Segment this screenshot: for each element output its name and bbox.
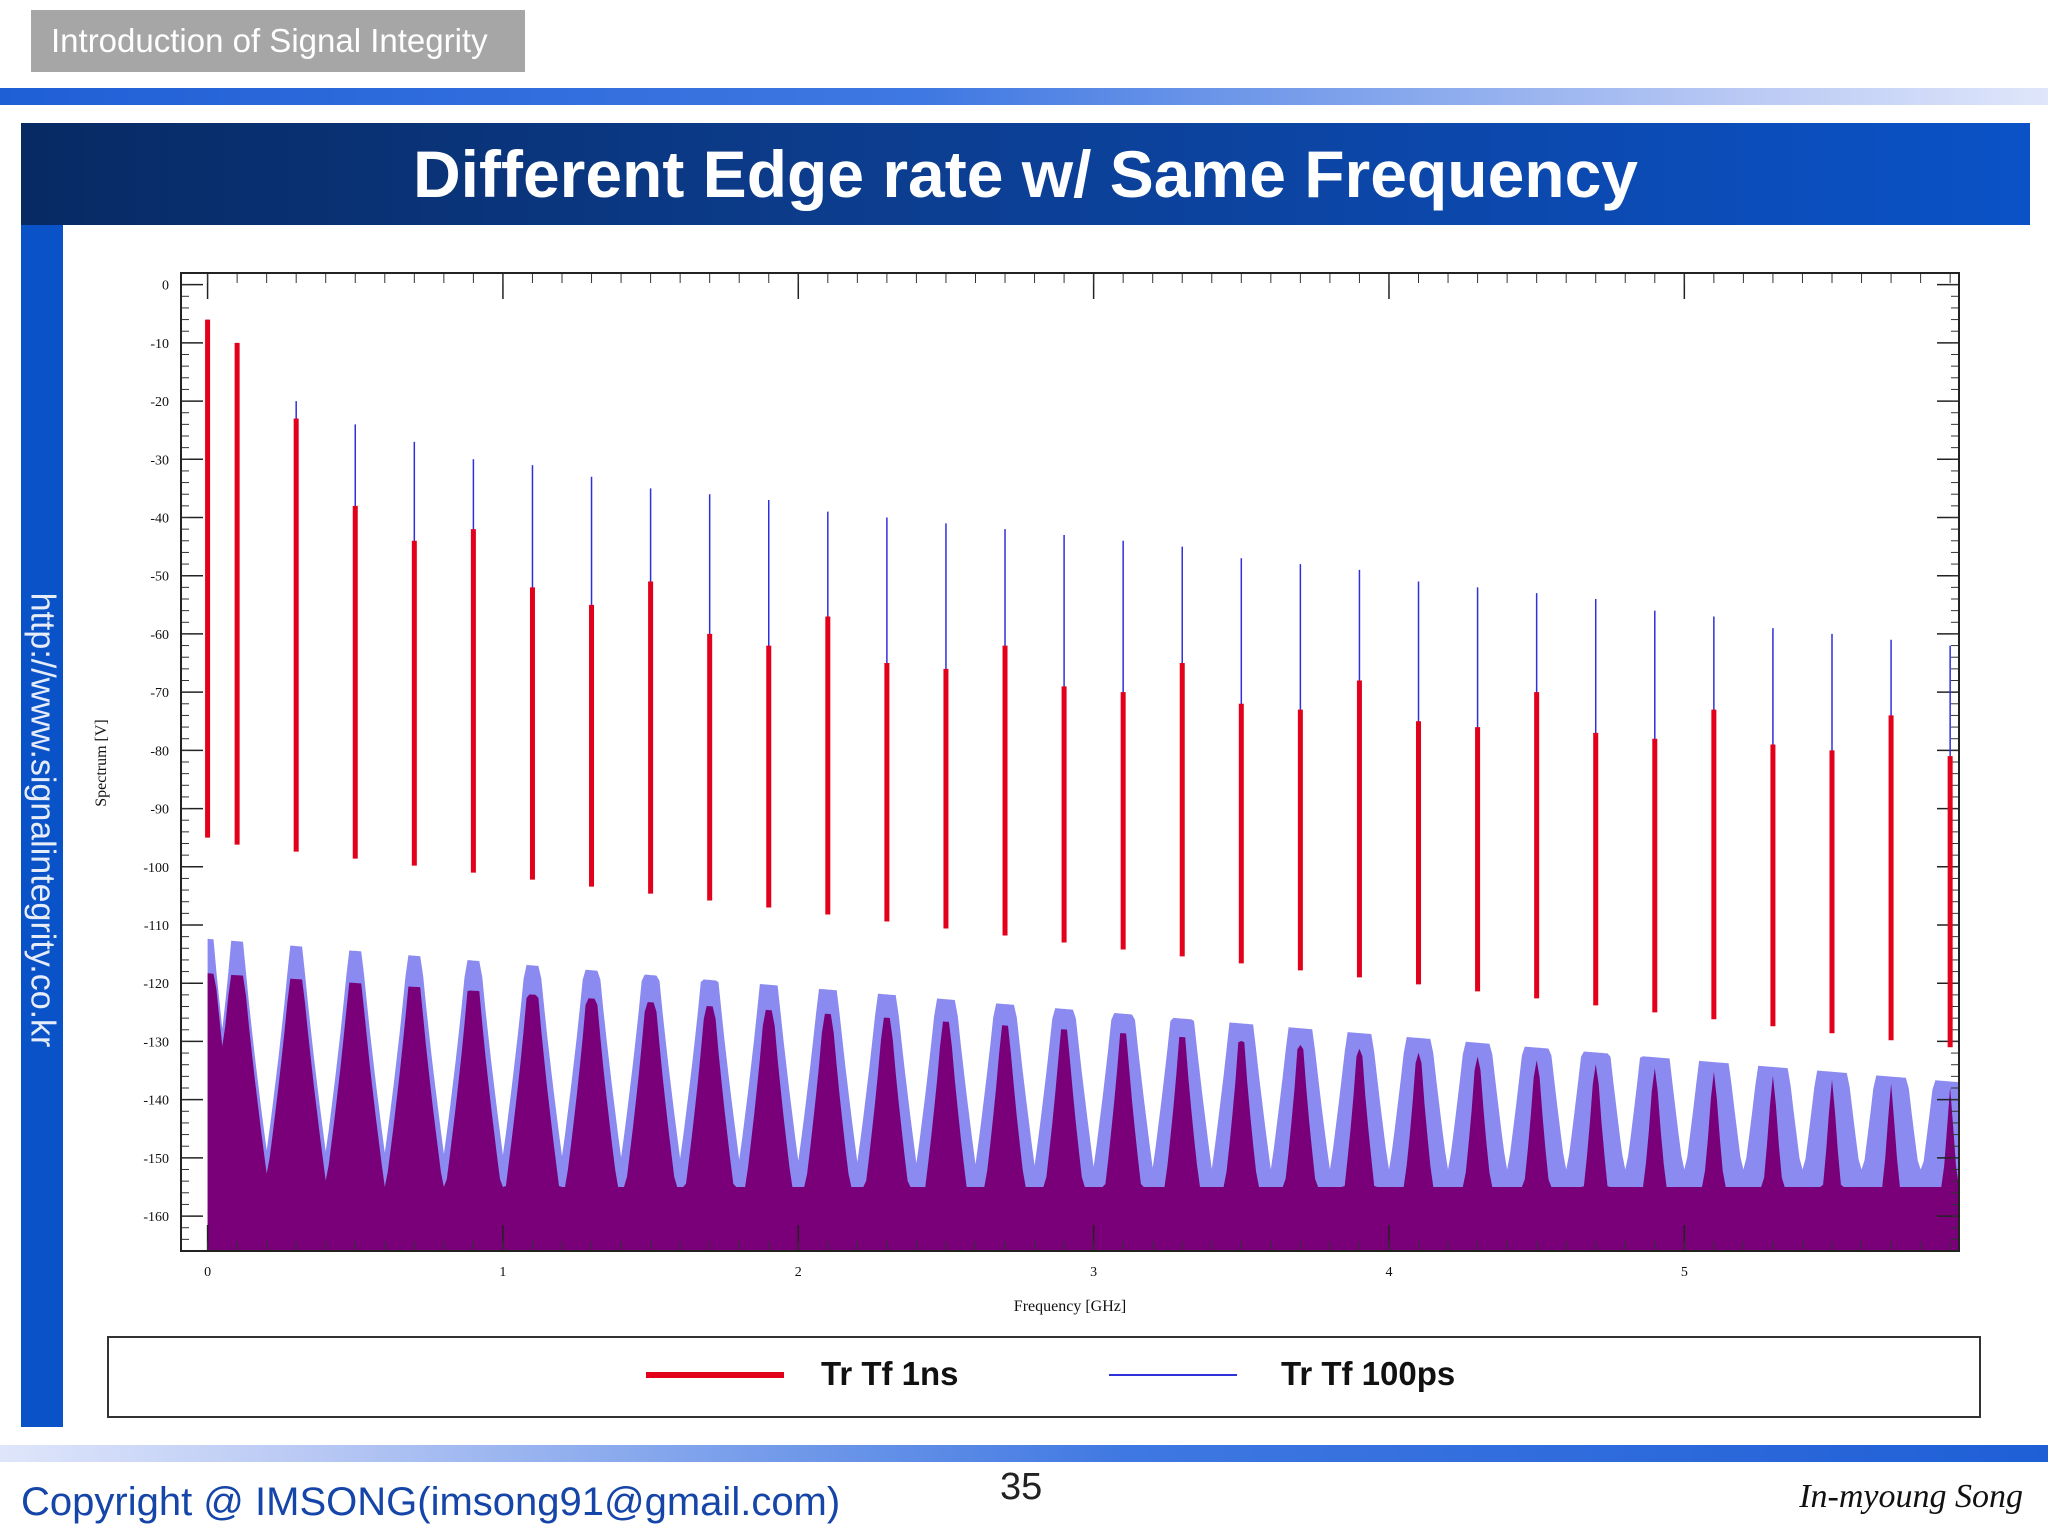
y-tick-label-8: -80	[150, 744, 169, 759]
y-tick-label-2: -20	[150, 395, 169, 410]
x-tick-label-2: 2	[795, 1265, 802, 1280]
y-tick-label-11: -110	[144, 919, 169, 934]
x-tick-label-4: 4	[1385, 1265, 1392, 1280]
legend: Tr Tf 1ns Tr Tf 100ps	[107, 1336, 1981, 1418]
tick-group	[181, 272, 1959, 1252]
side-url: http://www.signalintegrity.co.kr	[21, 520, 63, 1120]
y-axis-title: Spectrum [V]	[93, 719, 110, 807]
top-accent-band	[0, 88, 2048, 105]
harmonic-lines-group	[205, 319, 1953, 1048]
y-tick-label-6: -60	[150, 628, 169, 643]
y-tick-label-12: -120	[143, 977, 169, 992]
legend-swatch-1ns	[646, 1372, 784, 1378]
y-tick-label-10: -100	[143, 861, 169, 876]
y-tick-label-5: -50	[150, 570, 169, 585]
spectrum-chart: 0 -10 -20 -30 -40 -50 -60 -70 -80 -90 -100 -110 -120…	[93, 272, 1960, 1315]
floor-fill-1ns	[207, 973, 1959, 1251]
floor-fill-group	[207, 938, 1959, 1251]
title-bar: Different Edge rate w/ Same Frequency	[21, 123, 2030, 225]
x-tick-label-3: 3	[1090, 1265, 1097, 1280]
bottom-accent-band	[0, 1445, 2048, 1462]
legend-label-100ps: Tr Tf 100ps	[1281, 1355, 1456, 1392]
x-axis-title: Frequency [GHz]	[1014, 1298, 1126, 1315]
y-tick-label-16: -160	[143, 1210, 169, 1225]
legend-label-1ns: Tr Tf 1ns	[821, 1355, 959, 1392]
side-url-text: http://www.signalintegrity.co.kr	[23, 592, 62, 1048]
y-tick-label-9: -90	[150, 803, 169, 818]
y-tick-label-1: -10	[150, 337, 169, 352]
y-tick-label-0: 0	[162, 279, 169, 294]
y-tick-label-14: -140	[143, 1094, 169, 1109]
x-tick-label-5: 5	[1681, 1265, 1688, 1280]
page-number: 35	[1000, 1466, 1043, 1508]
course-tag: Introduction of Signal Integrity	[31, 10, 525, 72]
copyright: Copyright @ IMSONG(imsong91@gmail.com)	[21, 1480, 841, 1524]
tick-label-group: 0 -10 -20 -30 -40 -50 -60 -70 -80 -90 -100 -110 -120…	[143, 279, 1687, 1280]
y-tick-label-13: -130	[143, 1035, 169, 1050]
y-tick-label-3: -30	[150, 453, 169, 468]
y-tick-label-15: -150	[143, 1152, 169, 1167]
x-tick-label-0: 0	[204, 1265, 211, 1280]
author-name: In-myoung Song	[1799, 1478, 2023, 1515]
y-tick-label-7: -70	[150, 686, 169, 701]
y-tick-label-4: -40	[150, 512, 169, 527]
slide-title: Different Edge rate w/ Same Frequency	[412, 137, 1639, 211]
side-bar	[21, 225, 63, 1427]
plot-frame	[180, 272, 1960, 1252]
legend-swatch-100ps	[1109, 1374, 1237, 1376]
x-tick-label-1: 1	[499, 1265, 506, 1280]
